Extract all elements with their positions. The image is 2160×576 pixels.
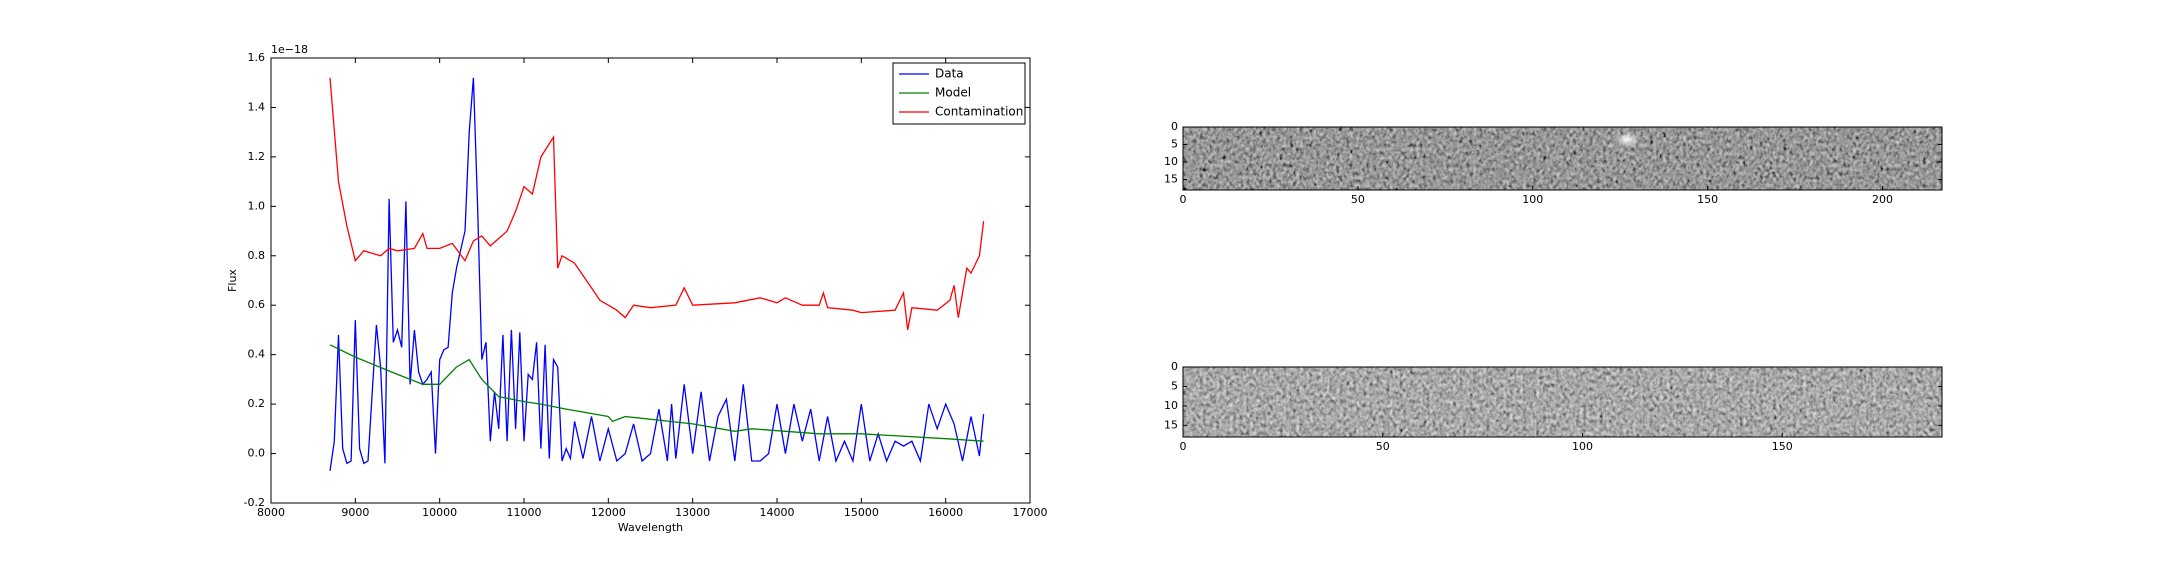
y-tick-label: 0.6 <box>248 298 266 311</box>
plot-frame <box>270 57 1031 504</box>
image-pixels <box>1183 367 1942 437</box>
y-tick-label: 5 <box>1171 138 1178 151</box>
x-tick-label: 9000 <box>341 506 369 519</box>
x-tick-label: 100 <box>1572 440 1593 453</box>
image-frame <box>1182 126 1943 191</box>
x-tick-label: 8000 <box>257 506 285 519</box>
x-tick-label: 150 <box>1772 440 1793 453</box>
x-tick-label: 11000 <box>507 506 542 519</box>
y-tick-label: -0.2 <box>244 496 265 509</box>
x-tick-label: 50 <box>1351 193 1365 206</box>
series-line <box>329 344 984 442</box>
y-tick-label: 0 <box>1171 120 1178 133</box>
y-tick-label: 5 <box>1171 379 1178 392</box>
y-tick-label: 1.4 <box>248 100 266 113</box>
x-tick-label: 10000 <box>422 506 457 519</box>
x-tick-label: 14000 <box>760 506 795 519</box>
x-tick-label: 0 <box>1180 193 1187 206</box>
x-tick-label: 16000 <box>928 506 963 519</box>
series-line <box>329 77 985 331</box>
y-tick-label: 15 <box>1164 173 1178 186</box>
legend-label: Data <box>935 67 964 81</box>
x-tick-label: 17000 <box>1013 506 1048 519</box>
legend-label: Model <box>935 86 971 100</box>
x-axis-label: Wavelength <box>618 521 683 534</box>
y-tick-label: 1.0 <box>248 199 266 212</box>
y-axis-label: Flux <box>226 269 239 292</box>
x-tick-label: 50 <box>1376 440 1390 453</box>
x-tick-label: 0 <box>1180 440 1187 453</box>
x-tick-label: 15000 <box>844 506 879 519</box>
y-tick-label: 0 <box>1171 360 1178 373</box>
y-tick-label: 0.2 <box>248 397 266 410</box>
y-tick-label: 0.0 <box>248 447 266 460</box>
x-tick-label: 150 <box>1697 193 1718 206</box>
image-source <box>1615 131 1640 148</box>
x-tick-label: 100 <box>1522 193 1543 206</box>
image-pixels <box>1183 127 1942 190</box>
y-tick-label: 0.8 <box>248 249 266 262</box>
y-tick-label: 10 <box>1164 399 1178 412</box>
x-tick-label: 13000 <box>675 506 710 519</box>
y-tick-label: 1.2 <box>248 150 266 163</box>
legend-label: Contamination <box>935 105 1023 119</box>
y-offset-label: 1e−18 <box>271 43 308 56</box>
image-frame <box>1182 366 1943 438</box>
y-tick-label: 0.4 <box>248 348 266 361</box>
y-tick-label: 1.6 <box>248 51 266 64</box>
x-tick-label: 200 <box>1872 193 1893 206</box>
y-tick-label: 10 <box>1164 155 1178 168</box>
x-tick-label: 12000 <box>591 506 626 519</box>
y-tick-label: 15 <box>1164 418 1178 431</box>
series-line <box>329 77 985 471</box>
